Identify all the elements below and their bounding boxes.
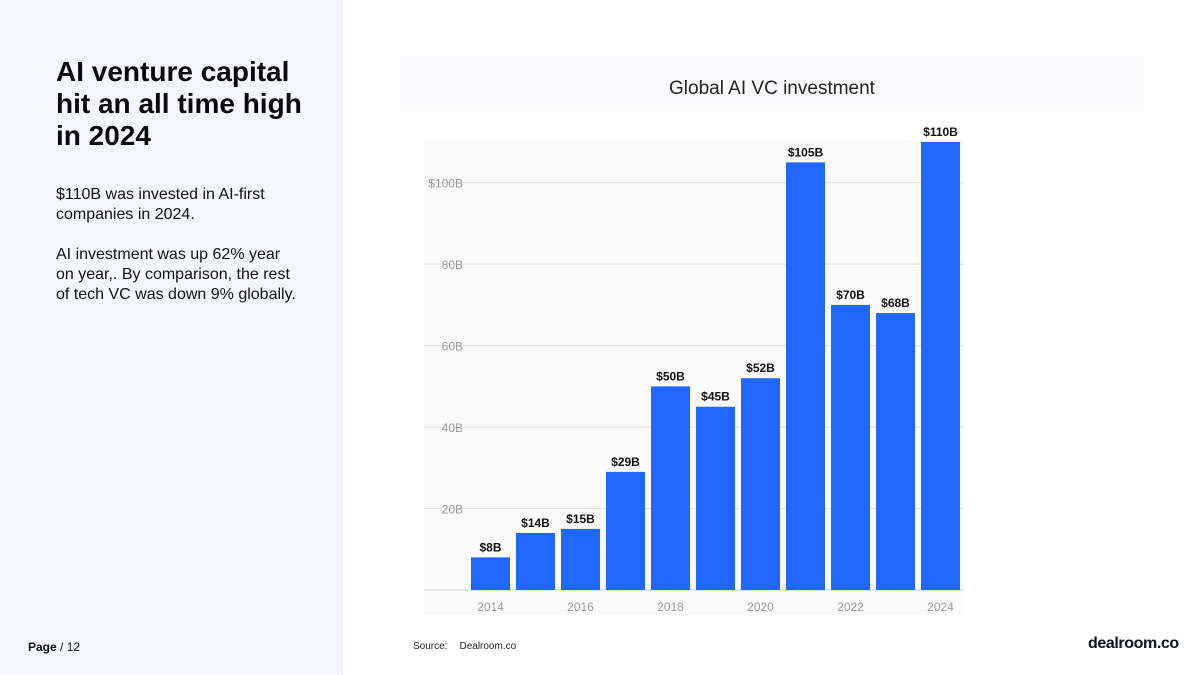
bar-2016 bbox=[561, 528, 600, 590]
data-label-2024: $110B bbox=[923, 125, 958, 139]
data-label-2016: $15B bbox=[566, 512, 595, 526]
bar-2018 bbox=[651, 386, 690, 590]
bar-2014 bbox=[471, 557, 510, 590]
data-label-2014: $8B bbox=[479, 540, 501, 554]
bar-2020 bbox=[741, 378, 780, 590]
chart-title: Global AI VC investment bbox=[669, 78, 875, 99]
data-label-2021: $105B bbox=[788, 145, 824, 159]
data-label-2015: $14B bbox=[521, 516, 550, 530]
data-label-2019: $45B bbox=[701, 390, 730, 404]
plot-area bbox=[424, 140, 964, 615]
x-tick-label-2024: 2024 bbox=[927, 600, 954, 614]
body-text: $110B was invested in AI-first companies… bbox=[56, 185, 296, 325]
source-value: Dealroom.co bbox=[459, 641, 517, 652]
x-tick-label-2014: 2014 bbox=[477, 600, 504, 614]
headline: AI venture capital hit an all time high … bbox=[56, 56, 302, 151]
data-label-2022: $70B bbox=[836, 288, 865, 302]
bar-2023 bbox=[876, 313, 915, 590]
data-label-2018: $50B bbox=[656, 369, 685, 383]
x-tick-label-2022: 2022 bbox=[837, 600, 864, 614]
data-label-2020: $52B bbox=[746, 361, 775, 375]
left-panel bbox=[0, 0, 343, 675]
y-tick-label-20: 20B bbox=[442, 503, 463, 517]
bar-2019 bbox=[696, 406, 735, 590]
y-tick-label-100: $100B bbox=[428, 177, 463, 191]
page-label-bold: Page bbox=[28, 640, 57, 654]
page-label-total: / 12 bbox=[56, 640, 81, 654]
bar-2022 bbox=[831, 304, 870, 590]
dealroom-logo: dealroom.co bbox=[1088, 635, 1179, 652]
source-note: Source: Dealroom.co bbox=[413, 641, 516, 652]
bar-2021 bbox=[786, 162, 825, 590]
x-tick-label-2016: 2016 bbox=[567, 600, 594, 614]
page-number: Page / 12 bbox=[28, 640, 80, 654]
y-tick-label-80: 80B bbox=[442, 258, 463, 272]
paragraph-growth: AI investment was up 62% year on year,. … bbox=[56, 246, 296, 303]
source-label: Source: bbox=[413, 641, 448, 652]
bar-2024 bbox=[921, 142, 960, 590]
x-tick-label-2018: 2018 bbox=[657, 600, 684, 614]
chart-title-card bbox=[400, 56, 1144, 110]
bar-2015 bbox=[516, 532, 555, 590]
y-tick-label-60: 60B bbox=[442, 340, 463, 354]
paragraph-invested: $110B was invested in AI-first companies… bbox=[56, 186, 265, 223]
data-label-2023: $68B bbox=[881, 296, 910, 310]
bar-2017 bbox=[606, 471, 645, 590]
data-label-2017: $29B bbox=[611, 455, 640, 469]
y-tick-label-40: 40B bbox=[442, 421, 463, 435]
x-tick-label-2020: 2020 bbox=[747, 600, 774, 614]
